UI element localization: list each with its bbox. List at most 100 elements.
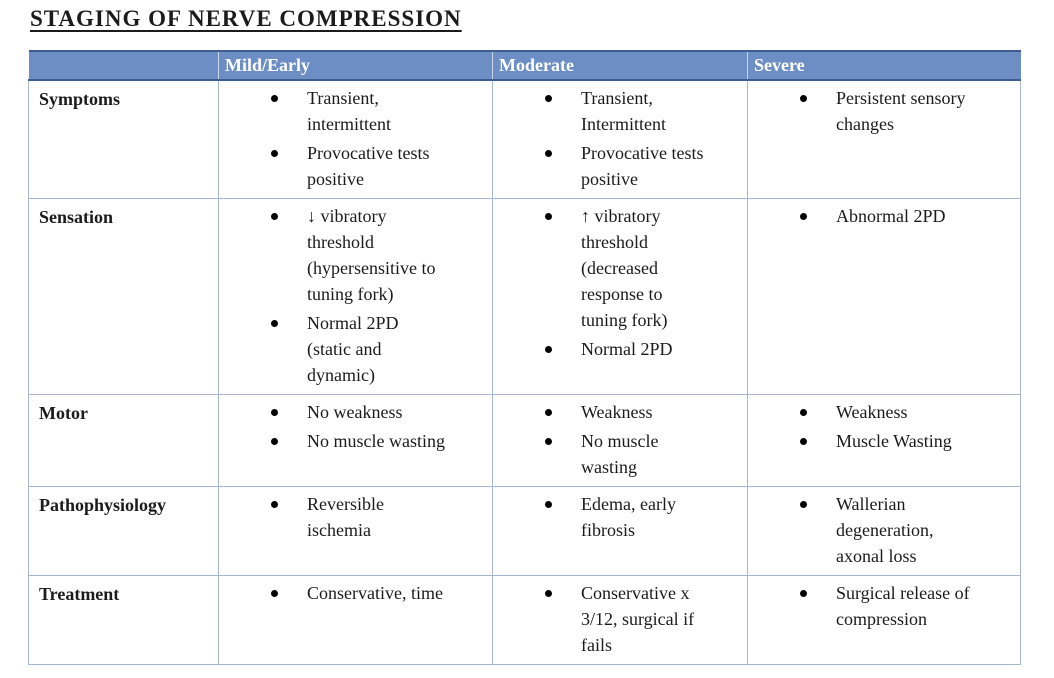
bullet-text: Wallerian degeneration, axonal loss [836, 494, 934, 566]
bullet-text: Conservative x 3/12, surgical if fails [581, 583, 695, 655]
bullet-list: Edema, early fibrosis [493, 491, 741, 543]
bullet-item: No muscle wasting [493, 428, 741, 480]
bullet-text: Muscle Wasting [836, 431, 952, 451]
table-row-symptoms: Symptoms Transient, intermittent Provocati… [28, 79, 1021, 199]
bullet-text: Surgical release of compression [836, 583, 970, 629]
table-body: Symptoms Transient, intermittent Provocati… [28, 79, 1021, 665]
cell-sensation-moderate: ↑ vibratory threshold (decreased respons… [492, 198, 748, 395]
bullet-icon [545, 150, 552, 157]
bullet-list: Reversible ischemia [219, 491, 486, 543]
cell-motor-mild-early: No weakness No muscle wasting [218, 394, 493, 487]
bullet-text: Abnormal 2PD [836, 206, 946, 226]
bullet-icon [271, 590, 278, 597]
bullet-text: Provocative tests positive [307, 143, 430, 189]
bullet-icon [800, 590, 807, 597]
bullet-item: Surgical release of compression [748, 580, 1014, 632]
bullet-item: Conservative, time [219, 580, 486, 606]
cell-treatment-moderate: Conservative x 3/12, surgical if fails [492, 575, 748, 665]
bullet-list: Conservative, time [219, 580, 486, 606]
bullet-icon [800, 501, 807, 508]
row-label-symptoms: Symptoms [28, 79, 219, 199]
bullet-icon [545, 438, 552, 445]
bullet-icon [545, 501, 552, 508]
bullet-icon [800, 95, 807, 102]
bullet-item: No muscle wasting [219, 428, 486, 454]
bullet-item: Normal 2PD (static and dynamic) [219, 310, 486, 388]
bullet-item: Edema, early fibrosis [493, 491, 741, 543]
bullet-list: Transient, intermittent Provocative tests… [219, 85, 486, 192]
bullet-text: Weakness [836, 402, 908, 422]
bullet-list: Persistent sensory changes [748, 85, 1014, 137]
cell-symptoms-mild-early: Transient, intermittent Provocative tests… [218, 79, 493, 199]
bullet-icon [271, 95, 278, 102]
header-cell-mild-early: Mild/Early [218, 50, 493, 81]
bullet-item: Wallerian degeneration, axonal loss [748, 491, 1014, 569]
bullet-item: ↓ vibratory threshold (hypersensitive to… [219, 203, 486, 307]
bullet-text: Persistent sensory changes [836, 88, 966, 134]
table-row-pathophysiology: Pathophysiology Reversible ischemia Edema,… [28, 486, 1021, 576]
bullet-item: ↑ vibratory threshold (decreased respons… [493, 203, 741, 333]
bullet-icon [271, 213, 278, 220]
row-label-pathophysiology: Pathophysiology [28, 486, 219, 576]
table-row-treatment: Treatment Conservative, time Conservative … [28, 575, 1021, 665]
bullet-icon [271, 501, 278, 508]
bullet-list: ↑ vibratory threshold (decreased respons… [493, 203, 741, 362]
cell-treatment-mild-early: Conservative, time [218, 575, 493, 665]
row-label-sensation: Sensation [28, 198, 219, 395]
row-label-treatment: Treatment [28, 575, 219, 665]
bullet-list: Weakness No muscle wasting [493, 399, 741, 480]
bullet-text: Normal 2PD (static and dynamic) [307, 313, 399, 385]
bullet-item: Weakness [748, 399, 1014, 425]
header-corner-cell [28, 50, 219, 81]
bullet-text: Reversible ischemia [307, 494, 384, 540]
bullet-item: Weakness [493, 399, 741, 425]
bullet-text: Transient, intermittent [307, 88, 391, 134]
bullet-list: Wallerian degeneration, axonal loss [748, 491, 1014, 569]
cell-sensation-mild-early: ↓ vibratory threshold (hypersensitive to… [218, 198, 493, 395]
bullet-list: No weakness No muscle wasting [219, 399, 486, 454]
bullet-text: Provocative tests positive [581, 143, 704, 189]
bullet-item: Transient, intermittent [219, 85, 486, 137]
row-label-motor: Motor [28, 394, 219, 487]
cell-motor-moderate: Weakness No muscle wasting [492, 394, 748, 487]
header-cell-severe: Severe [747, 50, 1021, 81]
bullet-text: Transient, Intermittent [581, 88, 666, 134]
bullet-icon [545, 213, 552, 220]
cell-pathophysiology-mild-early: Reversible ischemia [218, 486, 493, 576]
bullet-icon [545, 409, 552, 416]
bullet-item: Conservative x 3/12, surgical if fails [493, 580, 741, 658]
bullet-icon [800, 438, 807, 445]
cell-symptoms-severe: Persistent sensory changes [747, 79, 1021, 199]
bullet-item: Reversible ischemia [219, 491, 486, 543]
cell-symptoms-moderate: Transient, Intermittent Provocative tests… [492, 79, 748, 199]
bullet-item: Provocative tests positive [219, 140, 486, 192]
bullet-list: ↓ vibratory threshold (hypersensitive to… [219, 203, 486, 388]
bullet-list: Conservative x 3/12, surgical if fails [493, 580, 741, 658]
bullet-icon [271, 438, 278, 445]
bullet-icon [271, 409, 278, 416]
bullet-icon [800, 409, 807, 416]
page-title: STAGING OF NERVE COMPRESSION [30, 6, 462, 31]
header-row: Mild/Early Moderate Severe [28, 50, 1021, 81]
bullet-icon [545, 590, 552, 597]
bullet-list: Abnormal 2PD [748, 203, 1014, 229]
bullet-item: Abnormal 2PD [748, 203, 1014, 229]
bullet-text: Conservative, time [307, 583, 443, 603]
bullet-text: Normal 2PD [581, 339, 673, 359]
bullet-list: Surgical release of compression [748, 580, 1014, 632]
cell-motor-severe: Weakness Muscle Wasting [747, 394, 1021, 487]
bullet-item: Normal 2PD [493, 336, 741, 362]
staging-table: Mild/Early Moderate Severe Symptoms Trans… [28, 50, 1021, 665]
table-header: Mild/Early Moderate Severe [28, 50, 1021, 81]
cell-treatment-severe: Surgical release of compression [747, 575, 1021, 665]
bullet-text: Weakness [581, 402, 653, 422]
bullet-text: No weakness [307, 402, 403, 422]
cell-pathophysiology-moderate: Edema, early fibrosis [492, 486, 748, 576]
bullet-list: Transient, Intermittent Provocative tests… [493, 85, 741, 192]
bullet-text: No muscle wasting [581, 431, 659, 477]
bullet-item: Muscle Wasting [748, 428, 1014, 454]
table-row-sensation: Sensation ↓ vibratory threshold (hypersen… [28, 198, 1021, 395]
bullet-text: ↓ vibratory threshold (hypersensitive to… [307, 206, 436, 304]
bullet-text: Edema, early fibrosis [581, 494, 676, 540]
